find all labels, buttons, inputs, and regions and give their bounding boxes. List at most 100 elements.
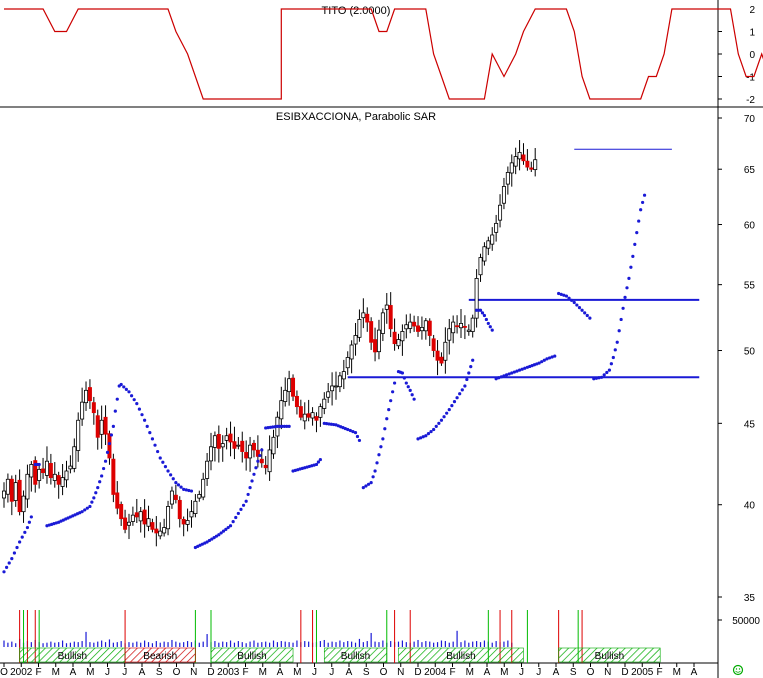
volume-bar xyxy=(323,639,325,647)
volume-bar xyxy=(495,641,497,647)
sar-dot xyxy=(275,424,280,429)
volume-bar xyxy=(269,642,271,647)
candle-body xyxy=(365,313,370,323)
volume-bar xyxy=(503,641,505,647)
candle-body xyxy=(220,443,225,448)
volume-bar xyxy=(288,642,290,647)
sar-dot xyxy=(437,421,441,425)
price-candles xyxy=(2,140,538,547)
x-tick-label: F xyxy=(656,667,662,678)
sar-dot xyxy=(540,360,544,364)
sar-dot xyxy=(369,481,373,485)
volume-bar xyxy=(366,641,368,647)
sar-dot xyxy=(594,376,598,380)
volume-bar xyxy=(429,641,431,647)
sar-dot xyxy=(285,424,289,429)
candle-body xyxy=(126,521,131,526)
x-tick-label: M xyxy=(466,667,474,678)
parabolic-sar-dots xyxy=(2,193,647,574)
sar-dot xyxy=(7,561,11,565)
sar-dot xyxy=(224,527,228,531)
sar-dot xyxy=(463,384,467,388)
sar-dot xyxy=(383,427,387,431)
sar-dot xyxy=(450,404,454,408)
candle-body xyxy=(482,246,487,262)
candle-body xyxy=(21,495,26,513)
sar-dot xyxy=(434,424,438,429)
volume-bar xyxy=(46,642,48,647)
sar-dot xyxy=(471,358,475,362)
sar-dot xyxy=(387,408,391,412)
sar-dot xyxy=(140,413,144,417)
volume-bar xyxy=(218,642,220,647)
sar-dot xyxy=(617,329,621,333)
candle-body xyxy=(521,154,526,162)
sar-dot xyxy=(469,364,473,369)
sar-dot xyxy=(497,376,501,380)
sar-dot xyxy=(174,481,178,485)
sar-dot xyxy=(486,321,490,326)
sar-dot xyxy=(366,482,371,486)
x-tick-label: J xyxy=(519,667,524,678)
candle-body xyxy=(56,475,61,485)
candle-body xyxy=(138,511,143,522)
candle-body xyxy=(380,312,385,334)
x-tick-label: M xyxy=(86,667,94,678)
candle-body xyxy=(146,518,151,527)
volume-bar xyxy=(140,642,142,647)
volume-bar xyxy=(81,641,83,647)
signal-band-segment xyxy=(210,647,294,663)
sar-dot xyxy=(124,387,128,391)
candle-body xyxy=(48,463,53,479)
sar-dot xyxy=(580,308,584,312)
volume-bar xyxy=(233,642,236,647)
volume-bar xyxy=(65,643,68,647)
sar-dot xyxy=(143,418,147,422)
sar-dot xyxy=(588,316,592,320)
volume-bar xyxy=(171,639,173,647)
candle-body xyxy=(169,490,174,505)
signal-band-label: Bullish xyxy=(341,651,370,662)
sar-dot xyxy=(122,385,126,389)
volume-bar xyxy=(50,641,52,647)
candle-body xyxy=(513,156,518,167)
sar-dot xyxy=(271,425,275,429)
volume-bar xyxy=(308,641,310,647)
sar-dot xyxy=(633,242,637,246)
candle-body xyxy=(255,449,260,457)
volume-bar xyxy=(183,642,185,647)
x-tick-label: D xyxy=(207,667,214,678)
sar-dot xyxy=(567,296,571,300)
candle-body xyxy=(76,419,81,451)
sar-dot xyxy=(402,376,406,380)
x-tick-label: O xyxy=(173,667,181,678)
sar-dot xyxy=(523,366,527,370)
volume-bar xyxy=(276,642,279,647)
candle-body xyxy=(349,344,354,360)
sar-dot xyxy=(416,437,420,441)
sar-dot xyxy=(287,424,291,429)
candle-body xyxy=(490,234,495,245)
sar-dot xyxy=(419,436,423,440)
x-tick-label: D xyxy=(621,667,628,678)
tito-tick-label: -1 xyxy=(746,73,755,84)
sar-dot xyxy=(187,488,191,493)
sar-dot xyxy=(637,219,641,223)
tito-panel-title: TITO (2.0000) xyxy=(322,5,391,17)
signal-band-segment xyxy=(558,647,661,663)
candle-body xyxy=(486,240,491,249)
sar-dot xyxy=(282,424,287,429)
volume-bar xyxy=(54,642,56,647)
volume-bar xyxy=(85,631,87,647)
candle-body xyxy=(419,327,424,332)
x-tick-label: A xyxy=(277,667,284,678)
sar-dot xyxy=(385,417,389,421)
sar-dot xyxy=(29,515,33,519)
sar-dot xyxy=(609,362,613,366)
candle-body xyxy=(443,341,448,361)
volume-bar xyxy=(433,642,435,647)
sar-dot xyxy=(318,457,322,462)
sar-dot xyxy=(27,520,31,524)
sar-dot xyxy=(266,426,270,430)
sar-dot xyxy=(184,488,188,492)
